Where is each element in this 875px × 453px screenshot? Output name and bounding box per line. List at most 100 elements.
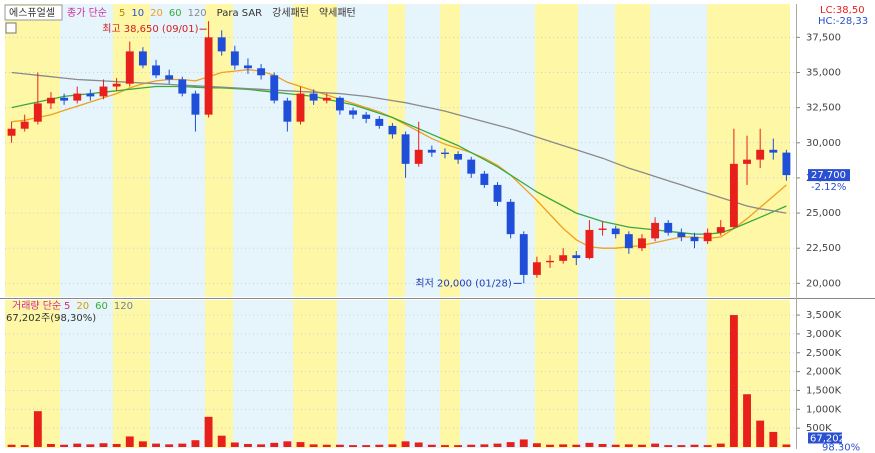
volume-bar <box>296 442 305 447</box>
candle-body <box>335 97 344 111</box>
volume-bar <box>532 443 541 447</box>
candle-body <box>756 149 765 160</box>
band <box>113 300 150 448</box>
band <box>388 300 405 448</box>
volume-bar <box>112 443 121 447</box>
volume-bar <box>624 444 633 447</box>
volume-bar <box>493 443 502 447</box>
legend-item: 20 <box>150 8 163 19</box>
candle-body <box>86 93 95 97</box>
volume-bar <box>125 436 134 447</box>
candle-body <box>480 173 489 185</box>
volume-bar <box>60 444 69 447</box>
volume-bar <box>441 445 449 447</box>
candle-body <box>138 51 147 66</box>
candle-body <box>7 128 16 136</box>
candle-body <box>546 260 554 263</box>
band <box>535 300 578 448</box>
volume-bar <box>414 442 423 447</box>
last-change: -2.12% <box>811 182 846 193</box>
candle-body <box>729 163 738 228</box>
volume-bar <box>401 441 410 447</box>
candle-body <box>375 118 384 126</box>
volume-bar <box>769 431 778 447</box>
band <box>60 300 113 448</box>
band <box>150 300 205 448</box>
band <box>293 4 337 297</box>
month-bands <box>5 4 790 448</box>
volume-bar <box>191 440 200 447</box>
band <box>405 300 440 448</box>
candle-body <box>414 149 423 164</box>
candle-body <box>112 83 121 87</box>
band <box>5 300 60 448</box>
candle-body <box>716 227 725 233</box>
volume-bar <box>690 444 699 447</box>
volume-bar <box>703 445 712 447</box>
band <box>615 300 650 448</box>
settings-icon[interactable] <box>5 22 17 34</box>
volume-bar <box>204 416 213 447</box>
volume-bar <box>598 443 607 447</box>
volume-bar <box>743 394 751 447</box>
band <box>60 4 113 297</box>
candle-body <box>47 97 55 104</box>
candle-body <box>296 93 305 122</box>
candle-body <box>362 114 371 119</box>
low-annotation: 최저 20,000 (01/28) <box>415 277 511 289</box>
candle-body <box>73 93 82 101</box>
candle-body <box>559 255 568 261</box>
volume-bar <box>664 445 673 447</box>
candle-body <box>493 184 502 202</box>
hc-label: HC:-28,33 <box>818 16 868 27</box>
candle-body <box>585 229 594 259</box>
indicator-label: Para SAR <box>217 8 263 19</box>
candle-body <box>191 93 200 115</box>
legend-item: 60 <box>95 301 108 312</box>
candle-body <box>283 100 292 122</box>
last-price-tag <box>808 169 850 182</box>
volume-bar <box>782 444 791 447</box>
band <box>535 4 578 297</box>
candle-body <box>165 75 174 80</box>
volume-bar <box>309 444 318 447</box>
legend-item: 120 <box>114 301 133 312</box>
volume-bar <box>546 444 554 447</box>
band <box>233 300 293 448</box>
ma-label: 종가 단순 <box>67 7 107 19</box>
ticker-name: 에스퓨얼셀 <box>9 7 55 19</box>
candle-body <box>519 234 528 275</box>
volume-bar <box>349 445 357 447</box>
volume-bar <box>362 445 371 447</box>
y-tick-label: 35,000 <box>806 67 841 78</box>
volume-bar <box>585 442 594 447</box>
candle-body <box>204 37 213 115</box>
last-ratio: 98.30% <box>822 442 860 453</box>
candle-body <box>217 37 226 52</box>
y-tick-label: 32,500 <box>806 103 841 114</box>
high-annotation: 최고 38,650 (09/01) <box>102 23 198 35</box>
candle-body <box>20 121 29 129</box>
volume-bar <box>611 444 620 447</box>
volume-bar <box>165 444 174 447</box>
last-price: 27,700 <box>811 170 846 181</box>
y-tick-label: 3,000K <box>806 329 842 340</box>
volume-bar <box>20 445 29 447</box>
candle-body <box>769 149 778 153</box>
candle-body <box>322 97 331 101</box>
volume-bar <box>217 435 226 447</box>
volume-bar <box>467 444 476 447</box>
legend-item: 5 <box>119 8 125 19</box>
volume-bar <box>756 420 765 447</box>
volume-bar <box>519 439 528 447</box>
candle-body <box>572 255 581 259</box>
volume-bar <box>270 442 279 447</box>
last-volume: 67,202 <box>810 433 845 444</box>
candle-body <box>401 134 410 164</box>
y-tick-label: 1,500K <box>806 385 842 396</box>
band <box>615 4 650 297</box>
volume-bar <box>99 443 108 447</box>
candle-body <box>690 236 699 242</box>
band <box>233 4 293 297</box>
band <box>293 300 337 448</box>
